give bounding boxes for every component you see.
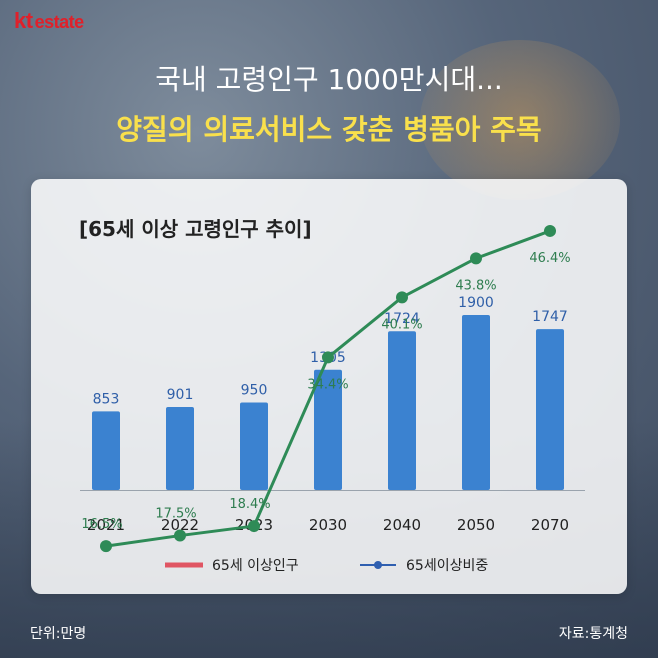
- line-point-2030: [322, 351, 334, 364]
- source-note: 자료:통계청: [558, 626, 628, 642]
- line-point-2022: [174, 529, 186, 542]
- line-label-2050: 43.8%: [455, 278, 496, 293]
- x-tick-2030: 2030: [309, 516, 347, 534]
- bar-2040: [388, 331, 416, 490]
- line-label-2040: 40.1%: [381, 317, 422, 332]
- x-tick-2050: 2050: [457, 516, 495, 534]
- legend-line-marker: [374, 561, 382, 569]
- bar-2030: [314, 369, 342, 490]
- line-point-2040: [396, 291, 408, 304]
- bar-label-2023: 950: [241, 383, 268, 399]
- legend-line-label: 65세이상비중: [406, 558, 488, 574]
- x-tick-2022: 2022: [161, 516, 199, 534]
- bar-label-2040: 1724: [384, 311, 420, 327]
- x-tick-2021: 2021: [87, 516, 125, 534]
- headline-line1: 국내 고령인구 1000만시대...: [155, 63, 503, 96]
- line-point-2050: [470, 252, 482, 265]
- bar-2050: [462, 315, 490, 490]
- line-label-2022: 17.5%: [155, 507, 196, 522]
- brand-logo: kt estate: [14, 8, 84, 33]
- bar-2022: [166, 407, 194, 490]
- headline-line2: 양질의 의료서비스 갖춘 병품아 주목: [116, 113, 542, 146]
- bar-2023: [240, 402, 268, 490]
- bar-label-2050: 1900: [458, 295, 494, 311]
- line-point-2023: [248, 520, 260, 533]
- bar-label-2021: 853: [93, 391, 120, 407]
- line-label-2070: 46.4%: [529, 251, 570, 266]
- line-label-2030: 34.4%: [307, 377, 348, 392]
- line-label-2021: 16.5%: [81, 517, 122, 532]
- background-blur: [420, 40, 620, 200]
- bar-label-2070: 1747: [532, 309, 568, 325]
- legend-bar-label: 65세 이상인구: [212, 558, 299, 574]
- line-point-2070: [544, 224, 556, 237]
- unit-note: 단위:만명: [30, 626, 87, 642]
- line-point-2021: [100, 540, 112, 553]
- x-tick-2070: 2070: [531, 516, 569, 534]
- chart-title: [65세 이상 고령인구 추이]: [79, 217, 312, 241]
- bar-2021: [92, 411, 120, 490]
- x-tick-2040: 2040: [383, 516, 421, 534]
- bar-label-2022: 901: [167, 387, 194, 403]
- bar-2070: [536, 329, 564, 490]
- line-label-2023: 18.4%: [229, 497, 270, 512]
